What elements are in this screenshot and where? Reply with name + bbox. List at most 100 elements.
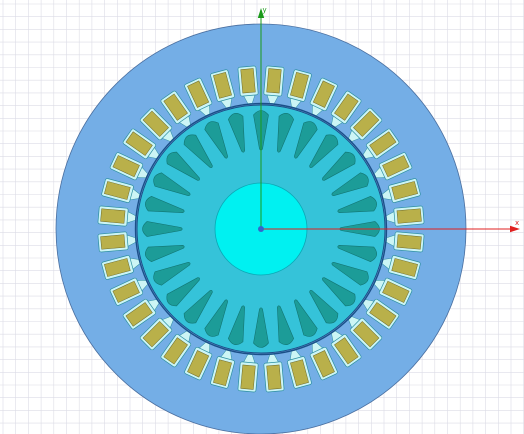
stator-slot — [362, 128, 400, 160]
stator-slot — [386, 205, 425, 227]
rotor-bar-shape — [277, 113, 295, 153]
stator-slot — [381, 255, 421, 280]
rotor-bar — [142, 221, 183, 237]
stator-winding — [312, 350, 335, 378]
stator-winding — [396, 234, 422, 250]
stator-winding — [382, 280, 410, 303]
origin-marker — [258, 226, 264, 232]
stator-winding — [334, 93, 359, 121]
stator-slot — [263, 65, 285, 104]
stator-winding — [240, 364, 256, 390]
stator-slot — [263, 354, 285, 393]
stator-winding — [266, 364, 282, 390]
stator-slot — [287, 69, 312, 109]
stator-slot — [309, 77, 338, 117]
stator-winding — [396, 208, 422, 224]
stator-winding — [353, 321, 380, 348]
stator-winding — [112, 280, 140, 303]
stator-slot — [109, 277, 149, 306]
stator-slot — [97, 205, 136, 227]
stator-winding — [334, 337, 359, 365]
stator-winding — [100, 234, 126, 250]
rotor-bar — [253, 307, 269, 348]
stator-slot — [348, 107, 383, 142]
rotor-bar-shape — [227, 305, 245, 345]
coordinate-axes: x y — [257, 6, 520, 233]
rotor-bar-shape — [183, 290, 213, 324]
stator-winding — [312, 80, 335, 108]
stator-winding — [266, 68, 282, 94]
stator-slot — [237, 354, 259, 393]
rotor-bar-shape — [331, 172, 369, 196]
stator-winding — [163, 93, 188, 121]
stator-winding — [353, 110, 380, 137]
stator-slot — [210, 349, 235, 389]
rotor-bar-shape — [309, 134, 339, 168]
stator-winding — [369, 131, 397, 156]
x-axis-arrowhead — [510, 225, 520, 233]
rotor-bar-shape — [145, 245, 185, 263]
rotor-bar — [322, 277, 356, 307]
rotor-bar — [294, 121, 318, 159]
stator-slot — [362, 298, 400, 330]
stator-winding — [125, 131, 153, 156]
rotor-bar — [227, 113, 245, 153]
rotor-bar — [153, 262, 191, 286]
rotor-bar — [227, 305, 245, 345]
rotor-bars — [142, 110, 380, 348]
stator-winding — [240, 68, 256, 94]
stator-slot — [373, 277, 413, 306]
rotor-bar-shape — [337, 245, 377, 263]
rotor-bar — [309, 134, 339, 168]
stator-winding — [104, 258, 131, 277]
stator-slot — [109, 152, 149, 181]
stator-slot — [184, 77, 213, 117]
rotor-bar — [331, 262, 369, 286]
rotor-bar — [166, 151, 200, 181]
stator-slot — [101, 255, 141, 280]
rotor-bar-shape — [204, 121, 228, 159]
stator-winding — [382, 155, 410, 178]
stator-winding — [187, 350, 210, 378]
rotor-bar-shape — [166, 151, 200, 181]
rotor-bar — [153, 172, 191, 196]
rotor-bar — [337, 195, 377, 213]
stator-winding — [391, 258, 418, 277]
stator-slots — [97, 65, 425, 393]
stator-slot — [160, 330, 192, 368]
rotor-bar — [166, 277, 200, 307]
rotor-bar-shape — [294, 121, 318, 159]
x-axis-label: x — [515, 219, 519, 227]
stator-slot — [139, 107, 174, 142]
stator-slot — [386, 231, 425, 253]
stator-slot — [139, 316, 174, 351]
rotor-bar-shape — [204, 299, 228, 337]
rotor-bar — [277, 113, 295, 153]
rotor-bar-shape — [337, 195, 377, 213]
rotor-bar-shape — [331, 262, 369, 286]
rotor-bar-shape — [253, 307, 269, 348]
stator-winding — [142, 110, 169, 137]
rotor-bar-shape — [145, 195, 185, 213]
rotor-bar-shape — [322, 151, 356, 181]
stator-winding — [290, 72, 309, 99]
stator-slot — [122, 128, 160, 160]
stator-winding — [163, 337, 188, 365]
rotor-bar — [294, 299, 318, 337]
rotor-bar — [322, 151, 356, 181]
y-axis-arrowhead — [257, 8, 265, 18]
rotor-bar-shape — [277, 305, 295, 345]
stator-slot — [160, 90, 192, 128]
rotor-bar-shape — [153, 262, 191, 286]
stator-slot — [101, 178, 141, 203]
stator-slot — [381, 178, 421, 203]
stator-winding — [142, 321, 169, 348]
stator-winding — [100, 208, 126, 224]
stator-slot — [210, 69, 235, 109]
rotor-bar-shape — [227, 113, 245, 153]
rotor-bar — [204, 299, 228, 337]
rotor-bar-shape — [166, 277, 200, 307]
stator-slot — [348, 316, 383, 351]
